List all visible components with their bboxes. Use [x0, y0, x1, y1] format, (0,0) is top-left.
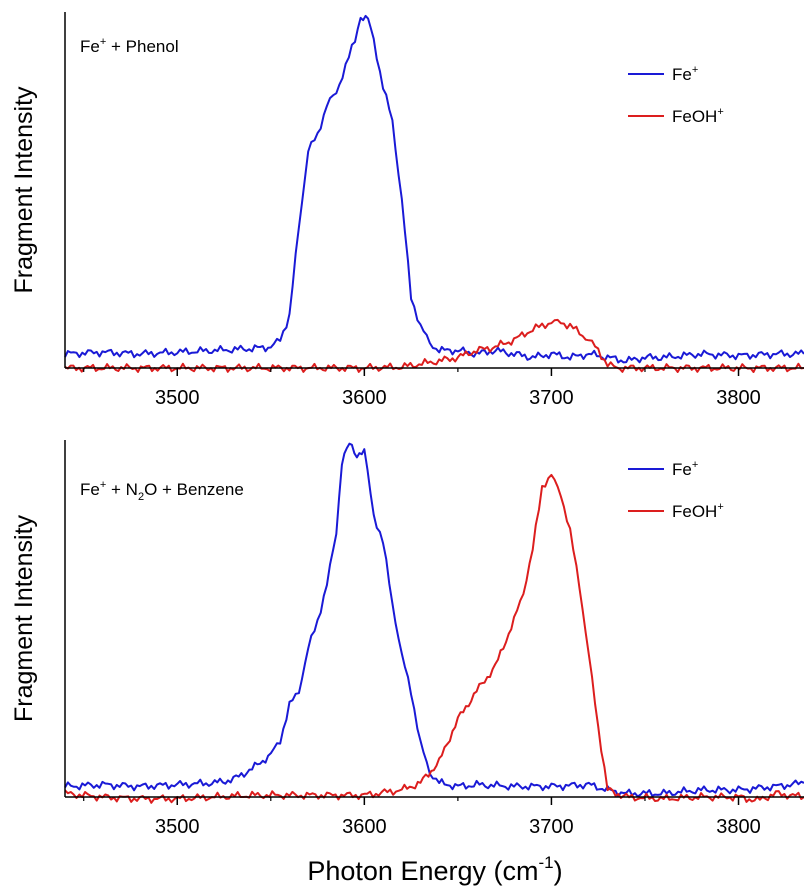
series-fe-line — [64, 442, 804, 798]
series-feoh-line — [64, 473, 804, 804]
legend-label-fe: Fe+ — [672, 64, 698, 84]
bottom-panel: Fragment Intensity Fe+ + N2O + Benzene F… — [10, 440, 804, 838]
annotation-charge: + — [100, 479, 106, 491]
legend-label-feoh: FeOH+ — [672, 106, 724, 126]
annotation-reactant-b: O + Benzene — [144, 480, 244, 499]
x-tick-label: 3700 — [529, 387, 574, 409]
bottom-y-axis-label: Fragment Intensity — [10, 514, 38, 722]
x-tick-label: 3500 — [155, 816, 200, 838]
x-tick-label: 3800 — [716, 816, 761, 838]
annotation-ion: Fe — [80, 480, 100, 499]
x-tick-label: 3600 — [342, 387, 387, 409]
top-legend: Fe+ FeOH+ — [628, 64, 724, 126]
x-tick-label: 3700 — [529, 816, 574, 838]
legend-label-fe: Fe+ — [672, 459, 698, 479]
annotation-reactant-a: + N — [106, 480, 138, 499]
x-tick-label: 3500 — [155, 387, 200, 409]
x-axis-label: Photon Energy (cm-1) — [307, 853, 562, 886]
x-tick-label: 3600 — [342, 816, 387, 838]
series-feoh-line — [64, 318, 804, 373]
series-fe-line — [64, 14, 804, 364]
x-tick-label: 3800 — [716, 387, 761, 409]
annotation-charge: + — [100, 36, 106, 48]
annotation-subscript: 2 — [138, 491, 144, 503]
bottom-panel-annotation: Fe+ + N2O + Benzene — [80, 479, 244, 503]
bottom-legend: Fe+ FeOH+ — [628, 459, 724, 521]
top-y-axis-label: Fragment Intensity — [10, 86, 38, 294]
annotation-ion: Fe — [80, 37, 100, 56]
legend-label-feoh: FeOH+ — [672, 501, 724, 521]
top-panel-annotation: Fe+ + Phenol — [80, 36, 179, 56]
annotation-reactant: + Phenol — [106, 37, 178, 56]
top-panel: Fragment Intensity Fe+ + Phenol Fe+ FeOH… — [10, 12, 804, 409]
